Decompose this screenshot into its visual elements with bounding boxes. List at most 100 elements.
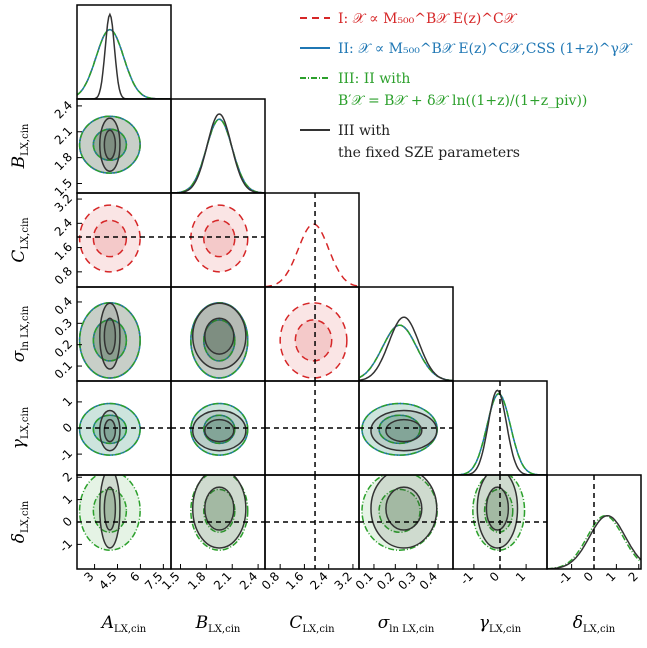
y-tick-label: 3.2 xyxy=(52,191,75,214)
label: δ xyxy=(573,613,583,633)
contour xyxy=(294,319,333,362)
legend-label: II: 𝒳 ∝ M₅₀₀^B𝒳 E(z)^C𝒳,CSS (1+z)^γ𝒳 xyxy=(338,41,633,57)
y-tick-label: 2 xyxy=(60,469,75,484)
contour xyxy=(78,204,141,273)
y-tick-label: 1.6 xyxy=(52,240,75,263)
contour xyxy=(103,129,117,160)
contour xyxy=(190,204,249,273)
panel-content xyxy=(77,475,171,551)
y-tick-label: 0 xyxy=(60,420,75,435)
panel xyxy=(452,474,548,570)
contour xyxy=(190,402,249,456)
panel xyxy=(76,286,172,382)
panel xyxy=(264,286,360,382)
x-axis-label: CLX,cin xyxy=(289,613,335,635)
x-tick-label: 2.4 xyxy=(237,569,260,592)
x-tick-label: 0 xyxy=(487,569,502,584)
contour xyxy=(78,302,141,379)
marginal-curve xyxy=(77,28,171,99)
x-axis-label: ALX,cin xyxy=(100,613,147,635)
contour xyxy=(204,317,235,355)
contour xyxy=(203,414,236,445)
contour xyxy=(99,117,121,173)
label-sub: LX,cin xyxy=(208,624,241,635)
panel-content xyxy=(77,12,171,99)
marginal-curve xyxy=(359,316,453,381)
label: δ xyxy=(9,533,29,543)
contour xyxy=(476,475,519,549)
contour xyxy=(99,302,121,370)
y-axis-label: CLX,cin xyxy=(9,217,31,263)
x-tick-label: 3.2 xyxy=(332,569,355,592)
label-sub: LX,cin xyxy=(114,624,147,635)
marginal-curve xyxy=(171,113,265,193)
contour xyxy=(191,475,247,549)
contour xyxy=(385,486,423,531)
y-tick-label: 2.1 xyxy=(52,124,75,147)
x-tick-label: 2.1 xyxy=(211,569,234,592)
contour xyxy=(191,409,247,452)
contour xyxy=(370,409,438,452)
legend-label: I: 𝒳 ∝ M₅₀₀^B𝒳 E(z)^C𝒳 xyxy=(338,11,518,27)
label-sub: LX,cin xyxy=(20,217,31,250)
x-tick-label: 2.4 xyxy=(307,569,330,592)
y-tick-label: 1.8 xyxy=(52,150,75,173)
panel xyxy=(170,98,266,194)
y-tick-label: 0.8 xyxy=(52,264,75,287)
label-sub: LX,cin xyxy=(20,406,31,439)
panel-content xyxy=(359,475,453,551)
contour xyxy=(78,475,141,551)
panel-content xyxy=(171,402,265,456)
panel xyxy=(76,474,172,570)
marginal-curve xyxy=(547,514,641,569)
label-sub: LX,cin xyxy=(583,624,616,635)
panel-content xyxy=(547,475,641,569)
x-tick-label: 0.4 xyxy=(417,569,440,592)
panel xyxy=(76,380,172,476)
contour xyxy=(92,219,128,258)
y-axis-label: δLX,cin xyxy=(9,500,31,543)
panel xyxy=(264,474,360,570)
panel-content xyxy=(77,402,171,456)
x-axis-label: δLX,cin xyxy=(573,613,616,635)
x-tick-label: -1 xyxy=(458,569,476,587)
panel-content xyxy=(359,316,453,381)
label: C xyxy=(9,250,29,263)
y-tick-label: 0.2 xyxy=(52,337,75,360)
panel-content xyxy=(77,204,171,273)
x-tick-label: -1 xyxy=(555,569,573,587)
contour xyxy=(204,486,235,531)
label: γ xyxy=(479,613,490,633)
panel xyxy=(358,474,454,570)
x-tick-label: 3 xyxy=(81,569,96,584)
x-tick-label: 0 xyxy=(581,569,596,584)
panel-content xyxy=(171,113,265,193)
contour xyxy=(370,475,438,549)
label: A xyxy=(100,613,114,633)
panel xyxy=(358,286,454,382)
panel xyxy=(452,380,548,476)
panel xyxy=(170,192,266,288)
legend-label: III with xyxy=(338,123,390,139)
contour xyxy=(279,302,348,379)
label: σ xyxy=(9,350,29,362)
x-axis-label: σln LX,cin xyxy=(378,613,435,635)
marginal-curve xyxy=(77,28,171,99)
x-tick-label: 0.2 xyxy=(374,569,397,592)
label-sub: LX,cin xyxy=(20,500,31,533)
panel-content xyxy=(171,475,265,551)
contour xyxy=(78,402,141,456)
contour xyxy=(78,115,141,174)
y-tick-label: 1 xyxy=(60,492,75,507)
marginal-curve xyxy=(547,514,641,569)
label: B xyxy=(9,156,29,170)
contour xyxy=(385,418,423,443)
y-axis-label: γLX,cin xyxy=(9,406,31,449)
y-tick-label: 0.4 xyxy=(52,294,75,317)
panel xyxy=(170,474,266,570)
y-tick-label: 0 xyxy=(60,514,75,529)
contour xyxy=(92,319,128,362)
panel xyxy=(264,192,360,288)
y-tick-label: 0.3 xyxy=(52,316,75,339)
panel-frame xyxy=(76,4,172,100)
